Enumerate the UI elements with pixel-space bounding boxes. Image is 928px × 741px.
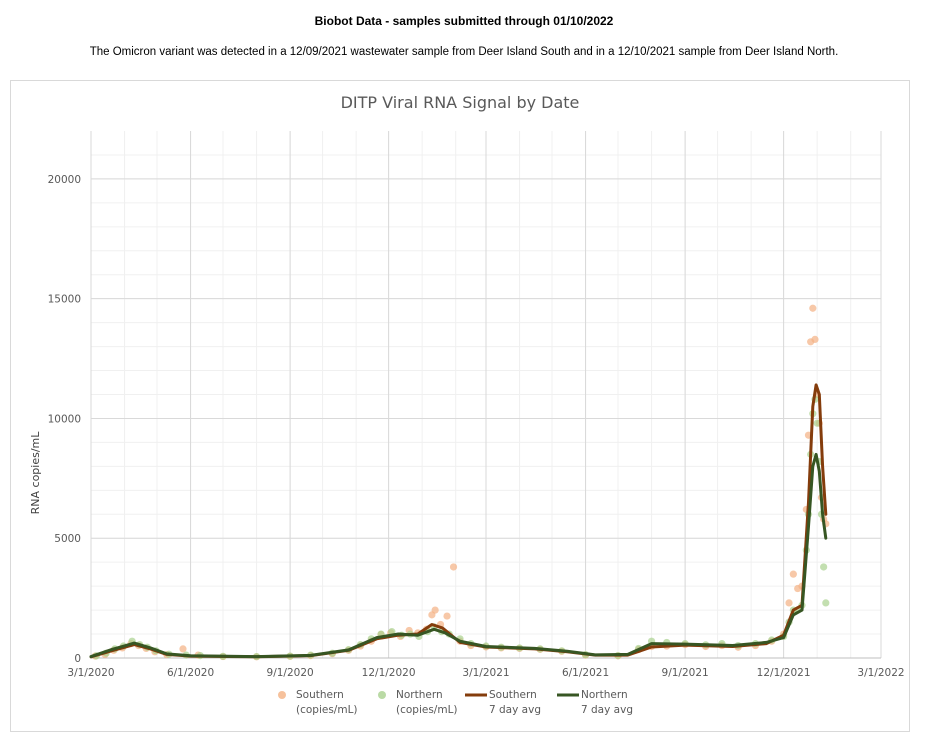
x-tick-label: 3/1/2022 (857, 667, 904, 679)
x-tick-label: 6/1/2020 (167, 667, 214, 679)
legend-label: Southern (296, 689, 344, 701)
series-2 (89, 383, 828, 659)
x-tick-label: 3/1/2020 (67, 667, 114, 679)
legend: Southern(copies/mL)Northern(copies/mL)So… (278, 689, 633, 716)
axis-layer: 3/1/2020 6/1/2020 9/1/2020 12/1/2020 3/1/202… (48, 174, 905, 679)
southern-sample-point (179, 645, 187, 653)
legend-label: Northern (396, 689, 443, 701)
chart-svg: DITP Viral RNA Signal by Date RNA copies… (29, 93, 905, 716)
legend-label: Southern (489, 689, 537, 701)
series-1 (92, 395, 830, 661)
southern-avg-line (89, 383, 828, 659)
legend-item-0: Southern (copies/mL) (278, 689, 358, 716)
series-layer (89, 304, 830, 661)
page-subtitle: The Omicron variant was detected in a 12… (89, 46, 839, 58)
series-0 (91, 304, 830, 661)
grid-layer (90, 131, 882, 659)
chart-title: DITP Viral RNA Signal by Date (341, 93, 580, 112)
southern-sample-point (431, 606, 439, 614)
southern-sample-point (809, 304, 817, 312)
x-tick-label: 12/1/2020 (362, 667, 416, 679)
legend-item-1: Northern (copies/mL) (378, 689, 458, 716)
northern-sample-point (813, 419, 821, 427)
x-tick-label: 9/1/2020 (267, 667, 314, 679)
legend-label: Northern (581, 689, 628, 701)
legend-item-2: Southern 7 day avg (465, 689, 541, 716)
southern-sample-point (443, 612, 451, 620)
y-tick-label: 20000 (48, 174, 81, 186)
x-tick-label: 3/1/2021 (462, 667, 509, 679)
southern-sample-point (811, 335, 819, 344)
legend-label: 7 day avg (489, 704, 541, 716)
legend-marker (378, 691, 386, 699)
legend-label: 7 day avg (581, 704, 633, 716)
page-title: Biobot Data - samples submitted through … (314, 14, 614, 28)
series-3 (89, 452, 828, 659)
southern-sample-point (789, 570, 797, 578)
y-tick-label: 5000 (54, 533, 81, 545)
y-axis-label: RNA copies/mL (29, 431, 42, 515)
northern-avg-line (89, 452, 828, 659)
southern-sample-point (785, 599, 793, 607)
y-tick-label: 10000 (48, 413, 81, 425)
chart-container: DITP Viral RNA Signal by Date RNA copies… (10, 80, 910, 732)
y-tick-label: 0 (74, 653, 81, 665)
northern-sample-point (822, 599, 830, 607)
legend-label: (copies/mL) (296, 704, 358, 716)
northern-sample-point (820, 563, 828, 571)
x-tick-label: 6/1/2021 (562, 667, 609, 679)
southern-sample-point (449, 563, 458, 571)
legend-item-3: Northern 7 day avg (557, 689, 633, 716)
legend-marker (278, 691, 286, 699)
legend-label: (copies/mL) (396, 704, 458, 716)
x-tick-label: 9/1/2021 (662, 667, 709, 679)
y-tick-label: 15000 (48, 294, 81, 306)
x-tick-label: 12/1/2021 (757, 667, 811, 679)
